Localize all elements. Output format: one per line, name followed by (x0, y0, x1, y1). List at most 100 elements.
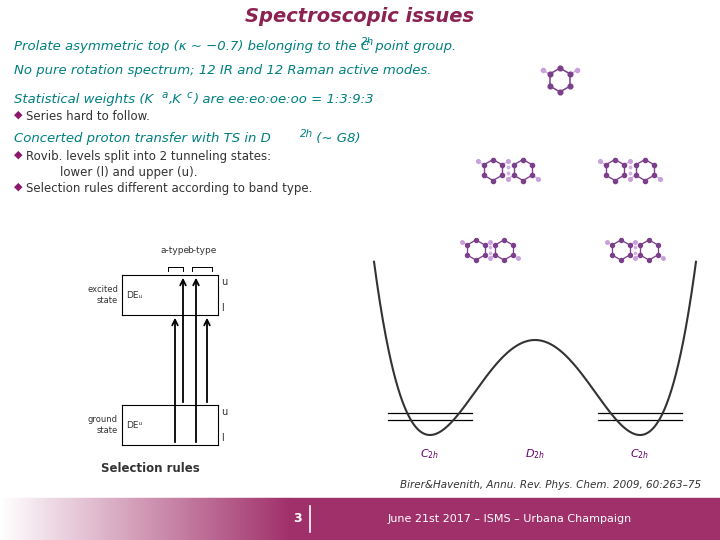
Bar (94, 498, 95, 540)
Bar (55, 498, 56, 540)
Bar (147, 498, 148, 540)
Bar (226, 498, 228, 540)
Bar (101, 498, 102, 540)
Text: Series hard to follow.: Series hard to follow. (26, 110, 150, 123)
Bar (43, 498, 45, 540)
Bar (279, 498, 280, 540)
Bar (140, 498, 141, 540)
Bar (215, 498, 217, 540)
Bar (111, 498, 112, 540)
Bar (287, 498, 288, 540)
Bar (73, 498, 74, 540)
Bar (263, 498, 264, 540)
Text: a: a (162, 90, 168, 100)
Bar (116, 498, 117, 540)
Bar (145, 498, 146, 540)
Bar (0, 498, 1, 540)
Bar (223, 498, 224, 540)
Bar (257, 498, 258, 540)
Bar (153, 498, 155, 540)
Bar (194, 498, 195, 540)
Bar (70, 498, 71, 540)
Bar (123, 498, 124, 540)
Bar (109, 498, 110, 540)
Bar (65, 498, 66, 540)
Bar (171, 498, 172, 540)
Bar (212, 498, 214, 540)
Bar (95, 498, 96, 540)
Bar (146, 498, 147, 540)
Bar (28, 498, 29, 540)
Bar (1, 498, 2, 540)
Text: Prolate asymmetric top (κ ~ −0.7) belonging to the C: Prolate asymmetric top (κ ~ −0.7) belong… (14, 40, 370, 53)
Text: ◆: ◆ (14, 182, 22, 192)
Bar (4, 498, 5, 540)
Bar (84, 498, 85, 540)
Bar (92, 498, 93, 540)
Bar (186, 498, 187, 540)
Bar (33, 498, 34, 540)
Bar (31, 498, 32, 540)
Bar (254, 498, 255, 540)
Bar (81, 498, 82, 540)
Bar (167, 498, 168, 540)
Text: 2h: 2h (361, 37, 374, 47)
Bar (229, 498, 230, 540)
Bar (274, 498, 276, 540)
Bar (232, 498, 233, 540)
Bar (110, 498, 111, 540)
Bar (222, 498, 223, 540)
Text: 3: 3 (294, 512, 302, 525)
Bar (93, 498, 94, 540)
Bar (108, 498, 109, 540)
Bar (148, 498, 149, 540)
Bar (283, 498, 284, 540)
Bar (233, 498, 234, 540)
Bar (277, 498, 279, 540)
Bar (221, 498, 222, 540)
Bar (270, 498, 271, 540)
Bar (127, 498, 129, 540)
Bar (210, 498, 211, 540)
Bar (290, 498, 720, 540)
Bar (256, 498, 257, 540)
Bar (80, 498, 81, 540)
Bar (87, 498, 88, 540)
Bar (255, 498, 256, 540)
Bar (130, 498, 132, 540)
Bar (68, 498, 70, 540)
Bar (152, 498, 153, 540)
Bar (77, 498, 78, 540)
Bar (211, 498, 212, 540)
Bar (107, 498, 108, 540)
Bar (54, 498, 55, 540)
Bar (63, 498, 64, 540)
Text: l: l (221, 433, 224, 443)
Bar (243, 498, 245, 540)
Bar (282, 498, 283, 540)
Bar (135, 498, 136, 540)
Bar (120, 498, 121, 540)
Bar (60, 498, 61, 540)
Bar (8, 498, 9, 540)
Bar (98, 498, 99, 540)
Bar (240, 498, 242, 540)
Bar (67, 498, 68, 540)
Bar (248, 498, 249, 540)
Bar (59, 498, 60, 540)
Bar (265, 498, 266, 540)
Bar (112, 498, 113, 540)
Bar (183, 498, 184, 540)
Bar (286, 498, 287, 540)
Text: c: c (187, 90, 193, 100)
Bar (150, 498, 152, 540)
Bar (205, 498, 206, 540)
Text: Rovib. levels split into 2 tunneling states:: Rovib. levels split into 2 tunneling sta… (26, 150, 271, 163)
Text: excited
state: excited state (87, 285, 118, 305)
Bar (105, 498, 107, 540)
Text: a-type: a-type (161, 246, 189, 255)
Bar (166, 498, 167, 540)
Bar (284, 498, 285, 540)
Bar (238, 498, 239, 540)
Bar (27, 498, 28, 540)
